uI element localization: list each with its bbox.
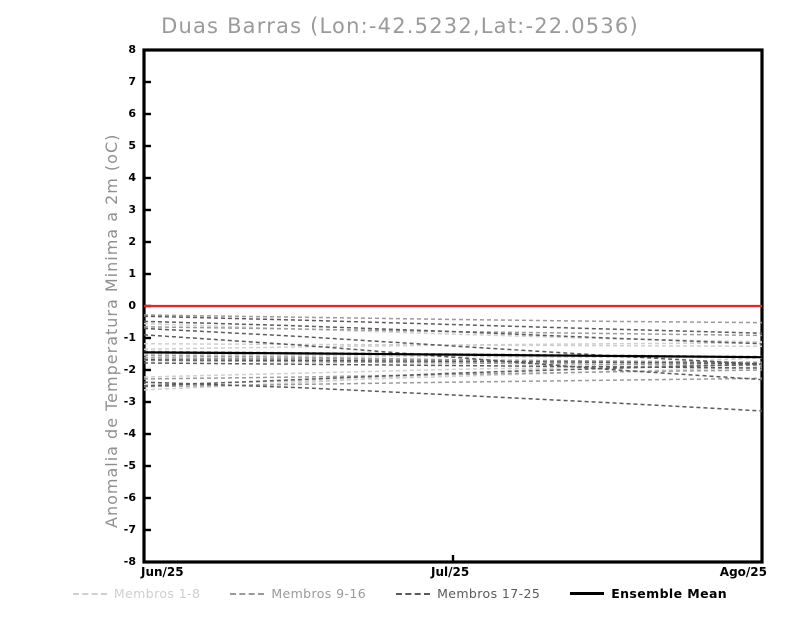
y-tick-label: -4 (123, 427, 136, 440)
legend-label: Membros 1-8 (113, 586, 201, 601)
y-tick-label-wrap: 4 (110, 171, 136, 184)
member-line (143, 314, 763, 324)
y-tick-label: -2 (123, 363, 136, 376)
legend-item-members-1-8[interactable]: Membros 1-8 (72, 586, 201, 601)
member-line (143, 369, 763, 380)
member-line (143, 327, 763, 365)
legend-item-members-17-25[interactable]: Membros 17-25 (396, 586, 540, 601)
legend-swatch-icon (570, 592, 605, 595)
y-tick-label: 0 (128, 299, 136, 312)
member-line (143, 357, 763, 364)
member-line (143, 320, 763, 345)
legend-label: Ensemble Mean (611, 586, 728, 601)
member-line (143, 322, 763, 343)
legend-item-members-9-16[interactable]: Membros 9-16 (230, 586, 366, 601)
x-tick-label: Ago/25 (719, 565, 767, 579)
y-tick-label: -7 (123, 523, 136, 536)
chart-title: Duas Barras (Lon:-42.5232,Lat:-22.0536) (161, 14, 639, 38)
member-line (143, 359, 763, 367)
member-line (143, 343, 763, 348)
member-line (143, 359, 763, 365)
y-tick-label: 5 (128, 139, 136, 152)
member-line (143, 364, 763, 378)
y-tick-label-wrap: 6 (110, 107, 136, 120)
y-tick-label: 4 (128, 171, 136, 184)
y-tick-label: 2 (128, 235, 136, 248)
x-tick-label: Jul/25 (431, 565, 470, 579)
y-tick-label-wrap: 1 (110, 267, 136, 280)
x-tick-label: Jun/25 (141, 565, 184, 579)
y-tick-label: 1 (128, 267, 136, 280)
y-tick-label: 6 (128, 107, 136, 120)
y-tick-label: -6 (123, 491, 136, 504)
y-tick-label: 8 (128, 43, 136, 56)
legend-swatch-icon (72, 592, 107, 595)
y-tick-label-wrap: -7 (110, 523, 136, 536)
ensemble-mean-line (143, 351, 763, 359)
y-tick-label-wrap: 7 (110, 75, 136, 88)
y-tick-label: 7 (128, 75, 136, 88)
legend-swatch-icon (396, 592, 431, 595)
member-line (143, 377, 763, 388)
legend-label: Membros 9-16 (271, 586, 367, 601)
member-line (143, 366, 763, 386)
y-tick-label-wrap: 8 (110, 43, 136, 56)
member-line (143, 362, 763, 369)
y-tick-label-wrap: 0 (110, 299, 136, 312)
chart-legend: Membros 1-8 Membros 9-16 Membros 17-25 Ense… (0, 586, 800, 601)
y-tick-label-wrap: 2 (110, 235, 136, 248)
y-tick-label-wrap: -1 (110, 331, 136, 344)
y-tick-label-wrap: 3 (110, 203, 136, 216)
y-tick-label: -8 (123, 555, 136, 568)
y-tick-label-wrap: -6 (110, 491, 136, 504)
y-tick-label-wrap: 5 (110, 139, 136, 152)
y-tick-label: -1 (123, 331, 136, 344)
member-line (143, 363, 763, 387)
y-tick-label-wrap: -3 (110, 395, 136, 408)
y-tick-label: -3 (123, 395, 136, 408)
member-line (143, 381, 763, 412)
y-tick-label: 3 (128, 203, 136, 216)
y-tick-label-wrap: -8 (110, 555, 136, 568)
y-tick-label-wrap: -5 (110, 459, 136, 472)
y-tick-label-wrap: -2 (110, 363, 136, 376)
y-tick-label-wrap: -4 (110, 427, 136, 440)
member-line (143, 334, 763, 381)
member-line (143, 315, 763, 334)
legend-swatch-icon (230, 592, 265, 595)
y-tick-label: -5 (123, 459, 136, 472)
legend-item-ensemble-mean[interactable]: Ensemble Mean (570, 586, 727, 601)
legend-label: Membros 17-25 (437, 586, 541, 601)
